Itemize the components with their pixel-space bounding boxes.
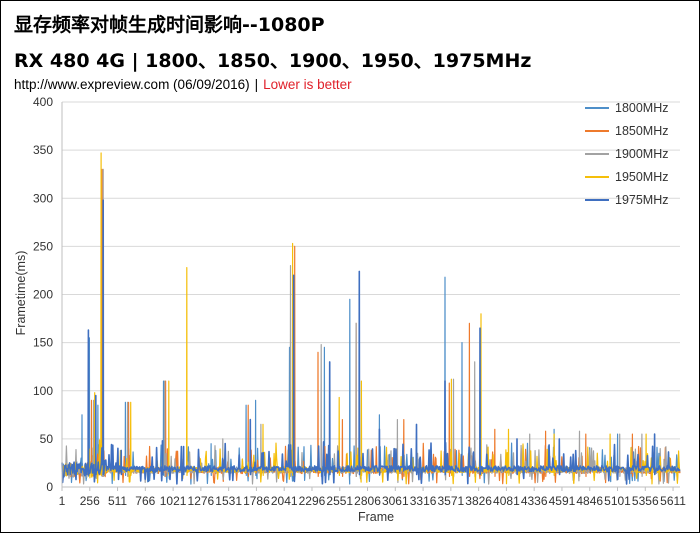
x-tick-label: 5101 — [604, 494, 631, 508]
legend-label: 1950MHz — [615, 170, 669, 184]
x-tick-label: 1 — [59, 494, 66, 508]
legend-item-1800MHz: 1800MHz — [585, 101, 669, 115]
x-tick-label: 1531 — [215, 494, 242, 508]
x-tick-label: 766 — [135, 494, 155, 508]
x-tick-label: 3316 — [410, 494, 437, 508]
source-text: http://www.expreview.com (06/09/2016) — [14, 77, 250, 92]
legend-item-1950MHz: 1950MHz — [585, 170, 669, 184]
x-tick-label: 511 — [108, 494, 127, 508]
lower-is-better-note: Lower is better — [263, 77, 352, 92]
y-tick-label: 0 — [46, 480, 53, 494]
x-tick-label: 3826 — [465, 494, 492, 508]
y-tick-label: 400 — [33, 95, 53, 109]
x-tick-label: 3061 — [382, 494, 409, 508]
y-tick-label: 300 — [33, 191, 53, 205]
x-tick-label: 4591 — [549, 494, 576, 508]
chart-title: 显存频率对帧生成时间影响--1080P — [14, 14, 325, 36]
legend-label: 1850MHz — [615, 124, 669, 138]
y-tick-label: 200 — [33, 288, 53, 302]
series-line-1900MHz — [61, 168, 681, 485]
y-tick-label: 100 — [33, 384, 53, 398]
grid-lines — [62, 101, 680, 488]
x-tick-label: 2551 — [326, 494, 353, 508]
legend: 1800MHz 1850MHz 1900MHz 1950MHz 1975MHz — [585, 101, 669, 207]
x-tick-label: 2806 — [354, 494, 381, 508]
axes — [61, 102, 680, 488]
legend-item-1975MHz: 1975MHz — [585, 193, 669, 207]
source-line: http://www.expreview.com (06/09/2016) | Lo… — [14, 77, 352, 92]
x-tick-label: 2296 — [299, 494, 326, 508]
y-axis-title: Frametime(ms) — [14, 251, 28, 336]
legend-label: 1975MHz — [615, 193, 669, 207]
x-axis-ticks: 1 256 511 766 1021 1276 1531 1786 2041 2296 2551 28… — [59, 487, 686, 508]
series-lines — [61, 152, 681, 485]
x-tick-label: 4081 — [493, 494, 520, 508]
x-tick-label: 1276 — [188, 494, 215, 508]
x-tick-label: 1786 — [243, 494, 270, 508]
x-tick-label: 5356 — [632, 494, 659, 508]
series-line-1975MHz — [61, 199, 681, 485]
x-axis-title: Frame — [358, 510, 394, 524]
x-tick-label: 4846 — [576, 494, 603, 508]
series-line-1950MHz — [61, 152, 681, 485]
y-tick-label: 250 — [33, 239, 53, 253]
x-tick-label: 1021 — [160, 494, 187, 508]
source-separator: | — [254, 77, 259, 92]
chart-subtitle: RX 480 4G | 1800、1850、1900、1950、1975MHz — [14, 50, 532, 72]
legend-label: 1900MHz — [615, 147, 669, 161]
y-tick-label: 50 — [40, 432, 54, 446]
y-tick-label: 350 — [33, 143, 53, 157]
legend-label: 1800MHz — [615, 101, 669, 115]
y-axis-ticks: 0 50 100 150 200 250 300 350 400 — [33, 95, 53, 494]
x-tick-label: 256 — [80, 494, 100, 508]
legend-item-1850MHz: 1850MHz — [585, 124, 669, 138]
series-line-1850MHz — [61, 168, 681, 485]
legend-item-1900MHz: 1900MHz — [585, 147, 669, 161]
x-tick-label: 2041 — [271, 494, 298, 508]
x-tick-label: 3571 — [438, 494, 465, 508]
y-tick-label: 150 — [33, 336, 53, 350]
x-tick-label: 5611 — [660, 494, 686, 508]
x-tick-label: 4336 — [521, 494, 548, 508]
